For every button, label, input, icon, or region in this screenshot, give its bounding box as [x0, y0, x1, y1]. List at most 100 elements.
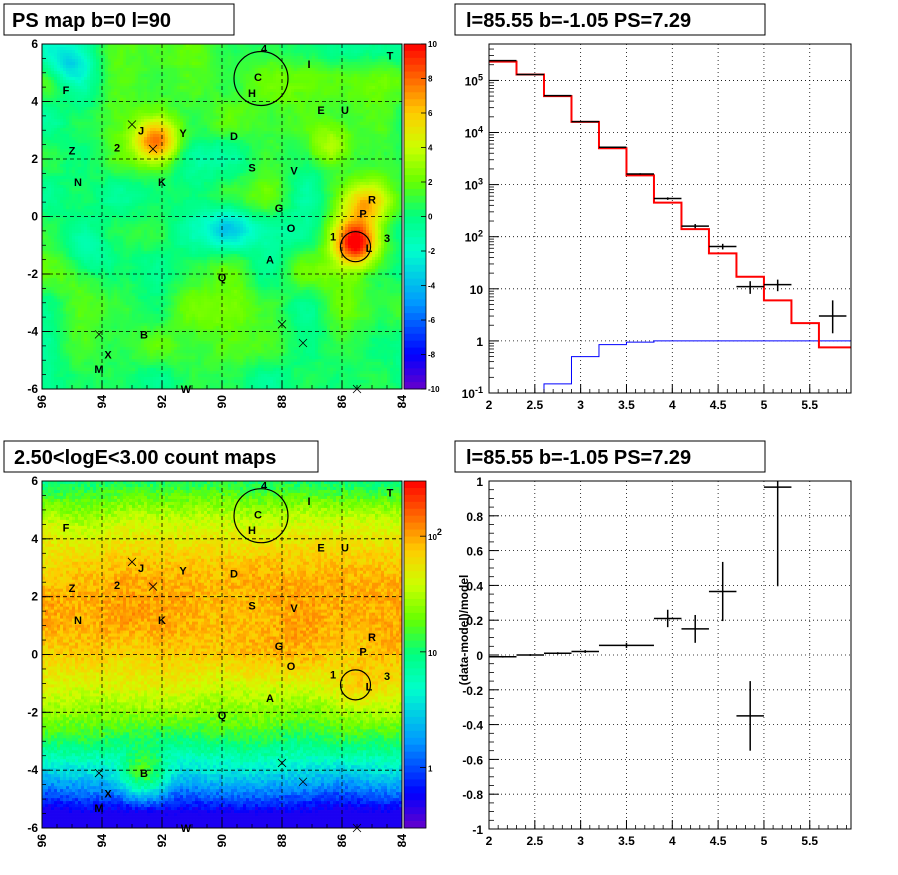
heat-cell	[75, 275, 79, 279]
heat-cell	[144, 239, 148, 243]
heat-cell	[81, 215, 85, 219]
heat-cell	[84, 167, 88, 171]
heat-cell	[84, 59, 88, 63]
heat-cell	[75, 143, 79, 147]
heat-cell	[144, 296, 148, 300]
heat-cell	[42, 221, 46, 225]
heat-cell	[99, 167, 103, 171]
heat-cell	[114, 317, 118, 321]
heat-cell	[84, 104, 88, 108]
heat-cell	[63, 98, 67, 102]
heat-cell	[168, 386, 172, 389]
heat-cell	[96, 218, 100, 222]
heat-cell	[105, 341, 109, 345]
heat-cell	[75, 170, 79, 174]
heat-cell	[75, 146, 79, 150]
heat-cell	[117, 236, 121, 240]
heat-cell	[93, 212, 97, 216]
heat-cell	[102, 299, 106, 303]
heat-cell	[42, 239, 46, 243]
heat-cell	[141, 350, 145, 354]
heat-cell	[108, 107, 112, 111]
heat-cell	[87, 254, 91, 258]
heat-cell	[111, 356, 115, 360]
heat-cell	[42, 191, 46, 195]
heat-cell	[45, 53, 49, 57]
heat-cell	[144, 155, 148, 159]
heat-cell	[81, 371, 85, 375]
heat-cell	[114, 329, 118, 333]
heat-cell	[81, 182, 85, 186]
heat-cell	[54, 293, 58, 297]
heat-cell	[66, 272, 70, 276]
heat-cell	[120, 269, 124, 273]
heat-cell	[66, 374, 70, 378]
heat-cell	[60, 344, 64, 348]
heat-cell	[72, 149, 76, 153]
heat-cell	[57, 161, 61, 165]
heat-cell	[132, 59, 136, 63]
heat-cell	[126, 284, 130, 288]
heat-cell	[147, 203, 151, 207]
heat-cell	[96, 164, 100, 168]
heat-cell	[171, 113, 175, 117]
heat-cell	[108, 173, 112, 177]
heat-cell	[126, 188, 130, 192]
heat-cell	[81, 194, 85, 198]
heat-cell	[171, 110, 175, 114]
heat-cell	[42, 173, 46, 177]
heat-cell	[81, 122, 85, 126]
heat-cell	[45, 236, 49, 240]
heat-cell	[54, 95, 58, 99]
heat-cell	[54, 362, 58, 366]
heat-cell	[141, 278, 145, 282]
heat-cell	[117, 179, 121, 183]
heat-cell	[144, 164, 148, 168]
heat-cell	[63, 302, 67, 306]
heat-cell	[93, 293, 97, 297]
heat-cell	[150, 197, 154, 201]
heat-cell	[126, 191, 130, 195]
heat-cell	[150, 371, 154, 375]
heat-cell	[132, 161, 136, 165]
heat-cell	[45, 305, 49, 309]
heat-cell	[165, 119, 169, 123]
heat-cell	[108, 83, 112, 87]
heat-cell	[153, 299, 157, 303]
heat-cell	[93, 185, 97, 189]
heat-cell	[150, 65, 154, 69]
heat-cell	[63, 356, 67, 360]
heat-cell	[57, 356, 61, 360]
heat-cell	[123, 143, 127, 147]
heat-cell	[126, 293, 130, 297]
heat-cell	[144, 92, 148, 96]
heat-cell	[84, 152, 88, 156]
heat-cell	[78, 86, 82, 90]
heat-cell	[96, 170, 100, 174]
heat-cell	[69, 155, 73, 159]
heat-cell	[165, 113, 169, 117]
heat-cell	[165, 128, 169, 132]
heat-cell	[54, 62, 58, 66]
heat-cell	[54, 200, 58, 204]
heat-cell	[42, 347, 46, 351]
heat-cell	[129, 275, 133, 279]
heat-cell	[159, 206, 163, 210]
heat-cell	[108, 362, 112, 366]
heat-cell	[72, 317, 76, 321]
heat-cell	[99, 194, 103, 198]
heat-cell	[123, 266, 127, 270]
heat-cell	[63, 86, 67, 90]
heat-cell	[48, 338, 52, 342]
heat-cell	[105, 65, 109, 69]
heat-cell	[48, 269, 52, 273]
heat-cell	[54, 278, 58, 282]
heat-cell	[123, 125, 127, 129]
heat-cell	[75, 59, 79, 63]
heat-cell	[69, 305, 73, 309]
heat-cell	[108, 293, 112, 297]
heat-cell	[66, 290, 70, 294]
heat-cell	[66, 134, 70, 138]
heat-cell	[45, 140, 49, 144]
heat-cell	[96, 341, 100, 345]
